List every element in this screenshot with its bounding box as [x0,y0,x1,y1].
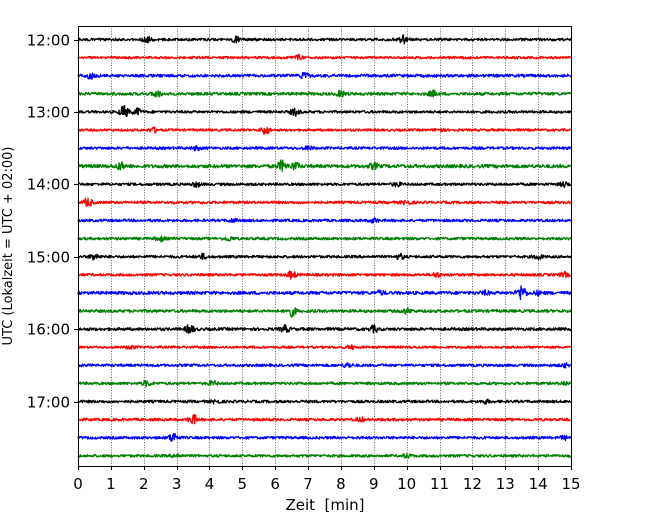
plot-frame [78,26,572,467]
x-tick-label: 2 [139,475,149,493]
trace-line [77,324,572,334]
x-tick-label: 6 [270,475,280,493]
y-axis-ticks: 12:00 13:00 14:00 15:00 16:00 17:00 [27,32,78,412]
trace-line [77,144,572,152]
trace-line [77,452,572,459]
x-tick-label: 12 [463,475,482,493]
trace-line [77,235,572,243]
trace-line [77,53,572,61]
trace-line [77,285,572,301]
x-tick-label: 9 [369,475,379,493]
trace-line [77,362,572,369]
trace-line [77,344,572,351]
x-tick-label: 14 [529,475,548,493]
x-axis-ticks: 0 1 2 3 4 5 6 7 8 9 10 11 12 13 14 15 [73,466,581,493]
x-tick-label: 11 [430,475,449,493]
trace-line [77,159,572,172]
trace-line [77,270,572,280]
trace-line [77,126,572,135]
trace-group [77,34,572,459]
trace-line [77,104,572,118]
trace-line [77,34,572,45]
trace-line [77,306,572,318]
y-tick-label: 13:00 [27,104,70,122]
grid-lines [111,26,539,466]
y-tick-label: 16:00 [27,321,70,339]
y-tick-label: 14:00 [27,176,70,194]
x-tick-label: 8 [336,475,346,493]
trace-line [77,217,572,224]
y-tick-label: 15:00 [27,249,70,267]
x-tick-label: 15 [561,475,580,493]
y-tick-label: 12:00 [27,32,70,50]
y-tick-label: 17:00 [27,394,70,412]
trace-line [77,252,572,261]
x-tick-label: 13 [496,475,515,493]
x-tick-label: 7 [303,475,313,493]
trace-line [77,71,572,80]
trace-line [77,89,572,98]
trace-line [77,398,572,405]
x-tick-label: 10 [397,475,416,493]
x-axis-label: Zeit [min] [285,496,364,514]
trace-line [77,414,572,425]
trace-line [77,197,572,207]
x-tick-label: 3 [172,475,182,493]
x-tick-label: 1 [106,475,116,493]
x-tick-label: 4 [205,475,215,493]
trace-line [77,432,572,442]
x-tick-label: 0 [73,475,83,493]
trace-line [77,380,572,388]
y-axis-label: UTC (Lokalzeit = UTC + 02:00) [1,147,16,346]
x-tick-label: 5 [238,475,248,493]
trace-line [77,180,572,189]
